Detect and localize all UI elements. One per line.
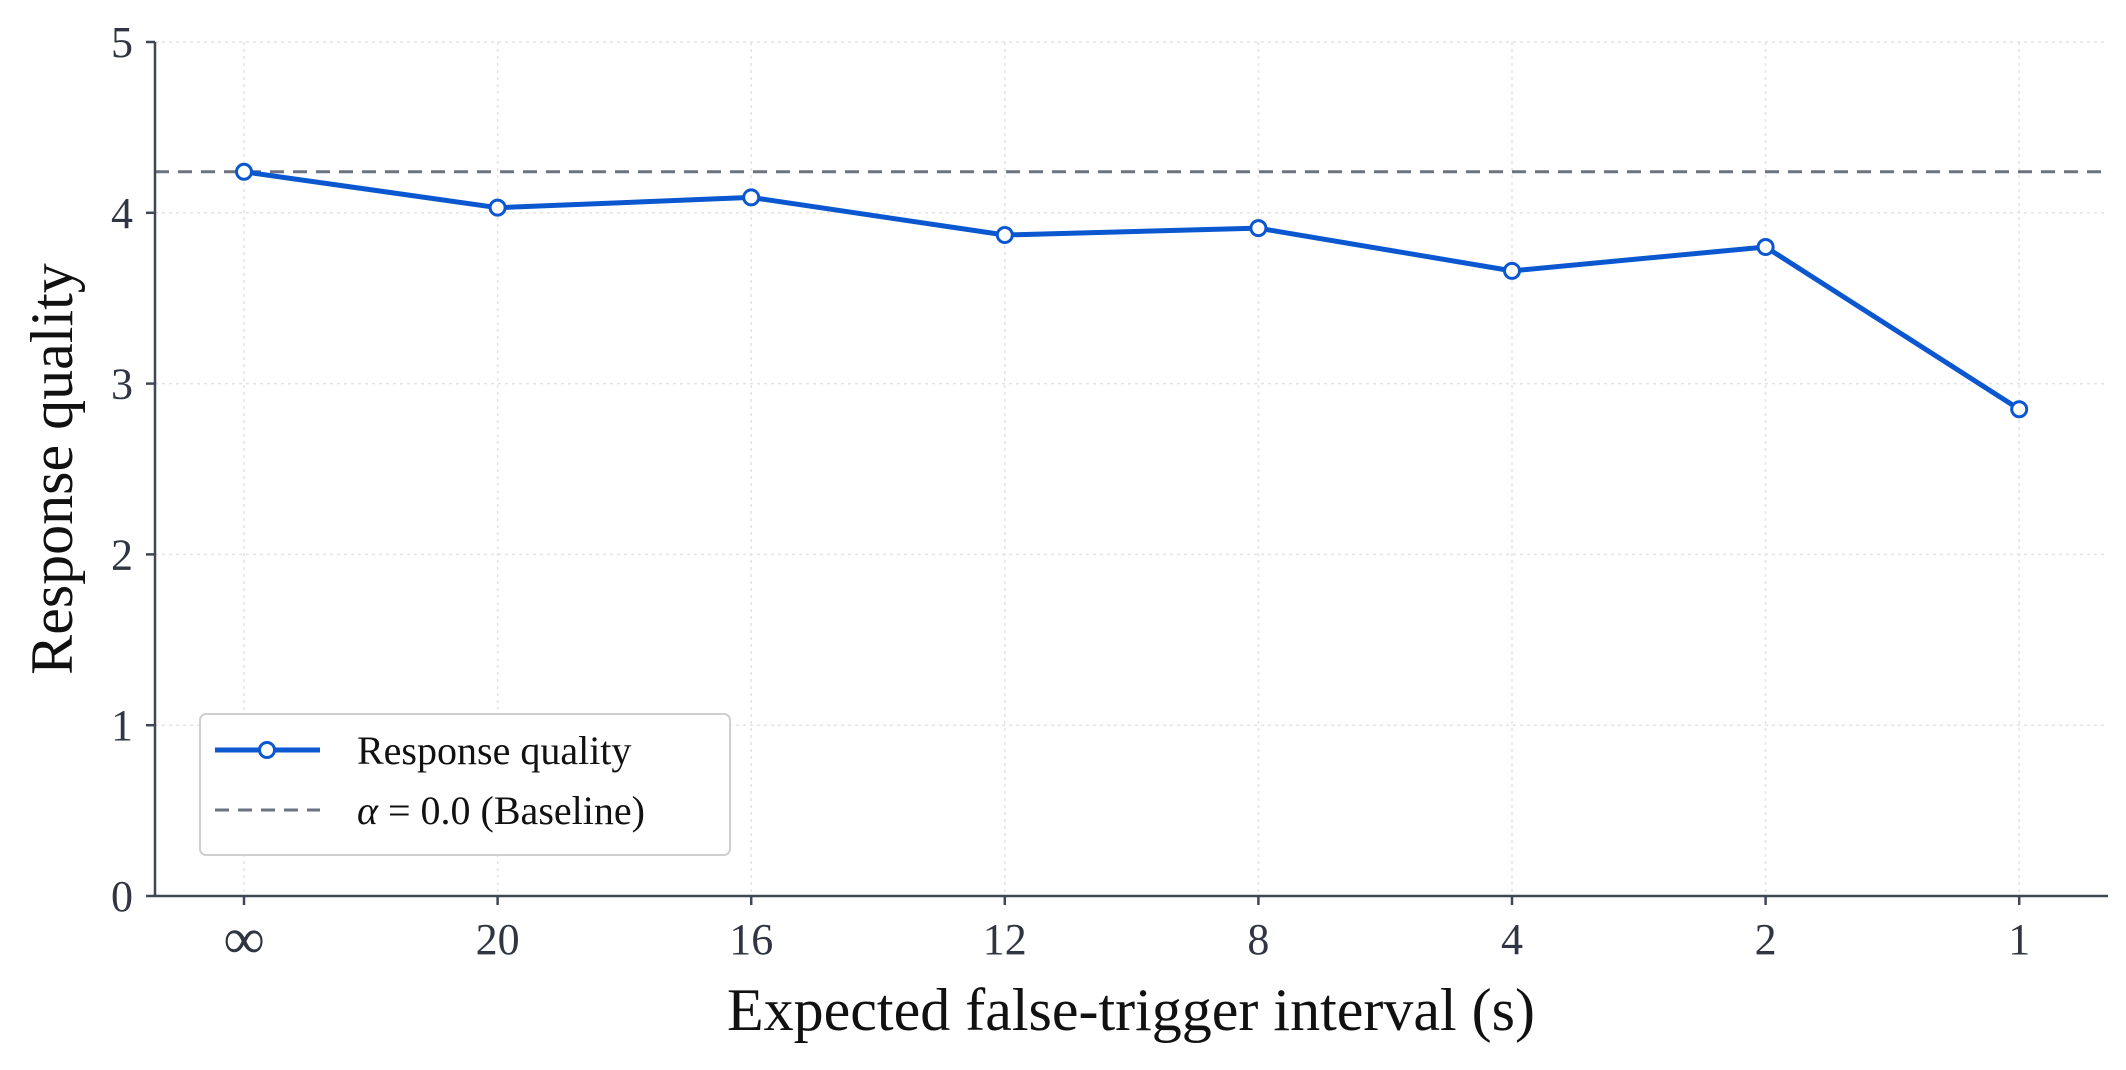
data-point bbox=[1503, 261, 1521, 280]
y-tick-label: 2 bbox=[111, 530, 133, 579]
x-tick-label: 16 bbox=[729, 915, 773, 964]
data-point bbox=[995, 226, 1014, 245]
y-axis-label: Response quality bbox=[19, 263, 85, 675]
y-tick-label: 5 bbox=[111, 18, 133, 67]
legend-baseline-label: α = 0.0 (Baseline) bbox=[357, 788, 645, 833]
legend-baseline-text: = 0.0 (Baseline) bbox=[378, 788, 645, 833]
data-point bbox=[1249, 219, 1268, 238]
data-point bbox=[235, 162, 253, 181]
x-tick-label: 2 bbox=[1755, 915, 1777, 964]
series-layer bbox=[235, 162, 2029, 419]
x-tick-label: 1 bbox=[2008, 915, 2030, 964]
data-point bbox=[1756, 237, 1775, 256]
x-tick-label: ∞ bbox=[223, 906, 264, 971]
y-tick-label: 1 bbox=[111, 701, 133, 750]
legend-baseline-symbol: α bbox=[357, 788, 379, 833]
x-tick-label: 4 bbox=[1501, 915, 1523, 964]
data-point bbox=[2010, 400, 2029, 419]
series-line bbox=[243, 169, 2021, 412]
x-tick-label: 12 bbox=[983, 915, 1027, 964]
legend: Response quality α = 0.0 (Baseline) bbox=[199, 713, 731, 856]
legend-series-marker bbox=[258, 741, 276, 759]
x-axis-label: Expected false-trigger interval (s) bbox=[727, 977, 1535, 1043]
legend-box bbox=[199, 713, 731, 856]
y-tick-label: 0 bbox=[111, 872, 133, 921]
data-point bbox=[488, 198, 507, 217]
x-tick-label: 8 bbox=[1247, 915, 1269, 964]
axes bbox=[153, 42, 2108, 898]
y-tick-label: 4 bbox=[111, 189, 133, 238]
y-ticks: 0 1 2 3 4 5 bbox=[111, 18, 155, 921]
x-ticks: ∞ 20 16 12 8 4 2 1 bbox=[223, 896, 2030, 971]
x-tick-label: 20 bbox=[476, 915, 520, 964]
data-point bbox=[742, 188, 761, 207]
legend-series-label: Response quality bbox=[357, 728, 631, 773]
y-tick-label: 3 bbox=[111, 360, 133, 409]
grid-lines bbox=[155, 41, 2108, 896]
